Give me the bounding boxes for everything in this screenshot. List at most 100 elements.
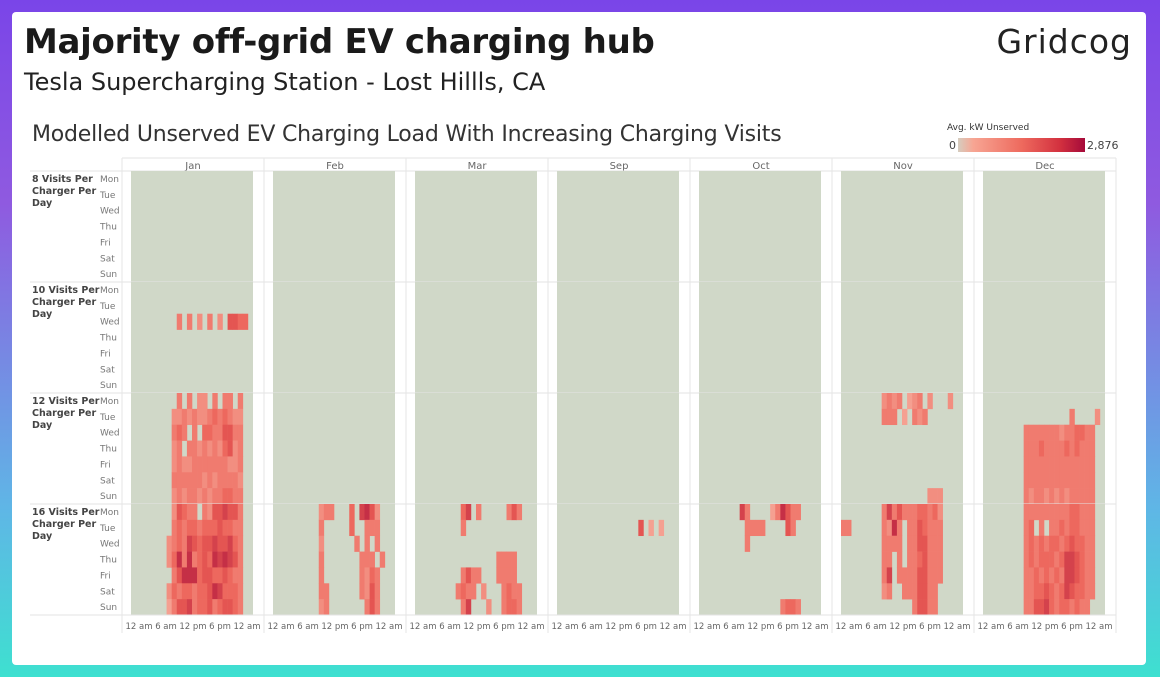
heatmap-cell (171, 504, 178, 521)
heatmap-cell (197, 488, 203, 505)
heatmap-cell (1049, 472, 1055, 489)
x-tick-label: 6 am (865, 622, 887, 632)
heatmap-cell (1089, 456, 1096, 473)
heatmap-cell (181, 583, 188, 600)
heatmap-cell (1033, 583, 1040, 600)
heatmap-cell (318, 519, 325, 537)
heatmap-cell (227, 393, 233, 410)
heatmap-cell (1069, 408, 1075, 426)
heatmap-cell (202, 488, 208, 505)
heatmap-cell (1038, 567, 1045, 584)
heatmap-cell (186, 583, 193, 600)
heatmap-cell (886, 519, 893, 537)
heatmap-cell (186, 472, 193, 489)
row-group-label-line: Charger Per (32, 519, 96, 530)
day-label: Sat (100, 476, 115, 486)
heatmap-cell (227, 456, 233, 473)
heatmap-cell (354, 535, 360, 552)
heatmap-cell (192, 424, 198, 441)
heatmap-cell (896, 551, 903, 568)
heatmap-cell (516, 504, 523, 521)
heatmap-cell (902, 504, 908, 521)
heatmap-cell (181, 488, 188, 505)
heatmap-cell (937, 535, 943, 552)
heatmap-cell (1054, 567, 1060, 584)
x-tick-label: 6 pm (919, 622, 941, 632)
heatmap-cell (217, 535, 223, 552)
heatmap-pane (557, 282, 679, 393)
heatmap-cell (917, 393, 923, 410)
heatmap-cell (1028, 504, 1035, 521)
heatmap-cell (212, 504, 218, 521)
x-tick-label: 12 am (375, 622, 402, 632)
heatmap-cell (846, 519, 852, 537)
heatmap-cell (181, 599, 188, 616)
heatmap-cell (891, 535, 898, 552)
heatmap-cell (1059, 567, 1065, 584)
heatmap-cell (192, 583, 198, 600)
heatmap-cell (1064, 440, 1070, 457)
heatmap-cell (222, 583, 228, 600)
heatmap-cell (1054, 551, 1060, 568)
heatmap-cell (186, 488, 193, 505)
heatmap-cell (369, 551, 375, 568)
day-label: Mon (100, 175, 119, 185)
x-tick-label: 12 am (801, 622, 828, 632)
heatmap-cell (186, 408, 193, 426)
heatmap-cell (166, 535, 172, 552)
heatmap-cell (1069, 535, 1075, 552)
row-group-label-line: Day (32, 420, 53, 431)
heatmap-cell (1089, 567, 1096, 584)
heatmap-cell (176, 583, 183, 600)
heatmap-cell (1064, 504, 1070, 521)
heatmap-cell (171, 456, 178, 473)
heatmap-cell (237, 456, 244, 473)
row-group-label: 16 Visits Per Charger Per Day (32, 507, 100, 542)
heatmap-cell (374, 583, 381, 600)
heatmap-cell (1069, 599, 1075, 616)
heatmap-cell (212, 456, 218, 473)
x-tick-label: 6 pm (777, 622, 799, 632)
heatmap-cell (181, 504, 188, 521)
heatmap-cell (790, 599, 796, 616)
heatmap-cell (932, 504, 938, 521)
heatmap-pane (273, 393, 395, 504)
heatmap-cell (917, 408, 923, 426)
x-tick-label: 6 am (581, 622, 603, 632)
heatmap-cell (1044, 472, 1050, 489)
heatmap-cell (369, 519, 375, 537)
heatmap-cell (1049, 583, 1055, 600)
month-label: Dec (1035, 161, 1054, 172)
heatmap-pane (557, 171, 679, 282)
heatmap-cell (176, 424, 183, 441)
heatmap-cell (192, 504, 198, 521)
heatmap-cell (1084, 535, 1091, 552)
heatmap-cell (506, 567, 512, 584)
heatmap-cell (217, 504, 223, 521)
heatmap-cell (932, 583, 938, 600)
heatmap-cell (932, 488, 938, 505)
heatmap-cell (785, 599, 791, 616)
heatmap-cell (886, 535, 893, 552)
heatmap-cell (932, 599, 938, 616)
heatmap-cell (181, 519, 188, 537)
heatmap-cell (937, 504, 943, 521)
heatmap-cell (212, 599, 218, 616)
heatmap-cell (917, 535, 923, 552)
heatmap-cell (318, 504, 325, 521)
heatmap-cell (912, 551, 918, 568)
heatmap-cell (171, 567, 178, 584)
heatmap-cell (186, 456, 193, 473)
heatmap-cell (232, 440, 239, 457)
heatmap-cell (1038, 535, 1045, 552)
x-tick-label: 12 am (1085, 622, 1112, 632)
heatmap-cell (1089, 440, 1096, 457)
heatmap-cell (1023, 583, 1030, 600)
heatmap-cell (907, 567, 913, 584)
day-label: Thu (99, 556, 117, 566)
heatmap-cell (186, 519, 193, 537)
heatmap-cell (227, 535, 233, 552)
heatmap-cell (237, 535, 244, 552)
x-tick-label: 12 am (943, 622, 970, 632)
heatmap-cell (881, 504, 888, 521)
